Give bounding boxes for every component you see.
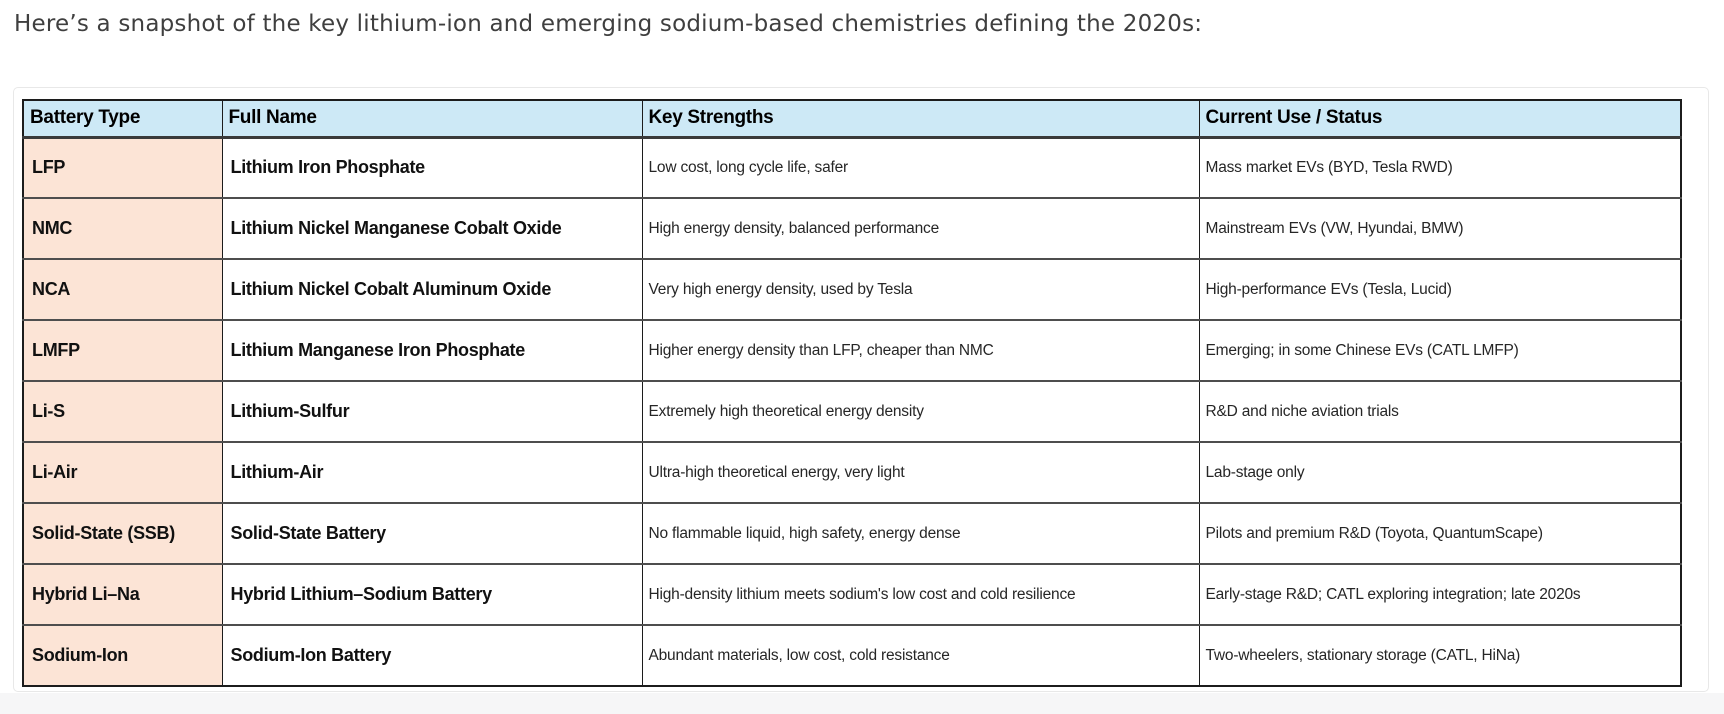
cell-key-strengths: Low cost, long cycle life, safer	[641, 137, 1199, 198]
cell-full-name: Sodium-Ion Battery	[221, 625, 642, 686]
cell-battery-type: NCA	[22, 259, 222, 320]
table-row: NCA Lithium Nickel Cobalt Aluminum Oxide…	[22, 259, 1681, 320]
col-header-key-strengths: Key Strengths	[641, 100, 1199, 139]
cell-key-strengths: Extremely high theoretical energy densit…	[641, 381, 1199, 442]
cell-current-use: Mass market EVs (BYD, Tesla RWD)	[1198, 137, 1681, 198]
table-row: Solid-State (SSB) Solid-State Battery No…	[22, 503, 1681, 564]
cell-current-use: High-performance EVs (Tesla, Lucid)	[1198, 259, 1681, 320]
cell-key-strengths: Higher energy density than LFP, cheaper …	[641, 320, 1199, 381]
cell-battery-type: Li-Air	[22, 442, 222, 503]
cell-current-use: Early-stage R&D; CATL exploring integrat…	[1198, 564, 1681, 625]
cell-key-strengths: No flammable liquid, high safety, energy…	[641, 503, 1199, 564]
cell-full-name: Solid-State Battery	[221, 503, 642, 564]
bottom-strip	[0, 693, 1724, 714]
table-row: LMFP Lithium Manganese Iron Phosphate Hi…	[22, 320, 1681, 381]
cell-current-use: R&D and niche aviation trials	[1198, 381, 1681, 442]
cell-key-strengths: High-density lithium meets sodium's low …	[641, 564, 1199, 625]
cell-full-name: Lithium-Air	[221, 442, 642, 503]
cell-full-name: Lithium-Sulfur	[221, 381, 642, 442]
cell-key-strengths: High energy density, balanced performanc…	[641, 198, 1199, 259]
cell-battery-type: Hybrid Li–Na	[22, 564, 222, 625]
cell-full-name: Lithium Nickel Manganese Cobalt Oxide	[221, 198, 642, 259]
header-row: Battery Type Full Name Key Strengths Cur…	[22, 100, 1681, 139]
cell-full-name: Lithium Iron Phosphate	[221, 137, 642, 198]
table-row: Hybrid Li–Na Hybrid Lithium–Sodium Batte…	[22, 564, 1681, 625]
cell-current-use: Emerging; in some Chinese EVs (CATL LMFP…	[1198, 320, 1681, 381]
col-header-full-name: Full Name	[221, 100, 642, 139]
table-row: Li-S Lithium-Sulfur Extremely high theor…	[22, 381, 1681, 442]
table-card: Battery Type Full Name Key Strengths Cur…	[13, 87, 1709, 692]
battery-chemistry-table: Battery Type Full Name Key Strengths Cur…	[22, 99, 1682, 687]
cell-full-name: Hybrid Lithium–Sodium Battery	[221, 564, 642, 625]
cell-battery-type: LMFP	[22, 320, 222, 381]
cell-current-use: Two-wheelers, stationary storage (CATL, …	[1198, 625, 1681, 686]
cell-key-strengths: Ultra-high theoretical energy, very ligh…	[641, 442, 1199, 503]
cell-battery-type: LFP	[22, 137, 222, 198]
cell-full-name: Lithium Manganese Iron Phosphate	[221, 320, 642, 381]
cell-full-name: Lithium Nickel Cobalt Aluminum Oxide	[221, 259, 642, 320]
cell-current-use: Pilots and premium R&D (Toyota, QuantumS…	[1198, 503, 1681, 564]
table-row: LFP Lithium Iron Phosphate Low cost, lon…	[22, 137, 1681, 198]
cell-battery-type: Li-S	[22, 381, 222, 442]
table-row: NMC Lithium Nickel Manganese Cobalt Oxid…	[22, 198, 1681, 259]
table-row: Sodium-Ion Sodium-Ion Battery Abundant m…	[22, 625, 1681, 686]
page-heading: Here’s a snapshot of the key lithium-ion…	[14, 11, 1203, 37]
table-row: Li-Air Lithium-Air Ultra-high theoretica…	[22, 442, 1681, 503]
cell-battery-type: Sodium-Ion	[22, 625, 222, 686]
cell-battery-type: NMC	[22, 198, 222, 259]
cell-key-strengths: Abundant materials, low cost, cold resis…	[641, 625, 1199, 686]
cell-battery-type: Solid-State (SSB)	[22, 503, 222, 564]
cell-key-strengths: Very high energy density, used by Tesla	[641, 259, 1199, 320]
cell-current-use: Lab-stage only	[1198, 442, 1681, 503]
col-header-battery-type: Battery Type	[22, 100, 222, 139]
col-header-current-use: Current Use / Status	[1198, 100, 1681, 139]
cell-current-use: Mainstream EVs (VW, Hyundai, BMW)	[1198, 198, 1681, 259]
